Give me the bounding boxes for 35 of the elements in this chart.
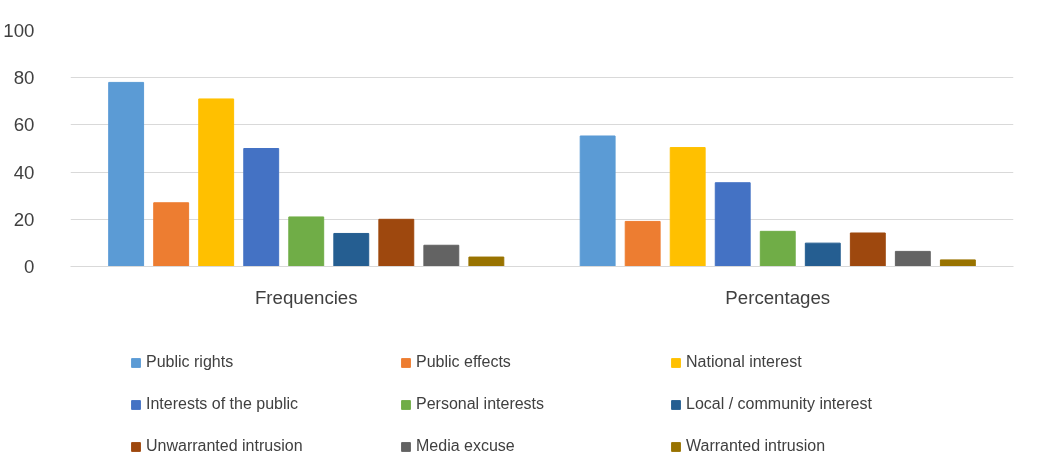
y-tick-label: 80 xyxy=(13,67,35,89)
y-tick-label: 100 xyxy=(3,20,35,41)
bar xyxy=(333,232,370,267)
legend-label: Unwarranted intrusion xyxy=(146,437,304,455)
bar xyxy=(378,218,415,267)
legend-label: Public effects xyxy=(416,353,512,371)
legend-label: Local / community interest xyxy=(686,395,873,413)
legend-label: National interest xyxy=(686,353,803,371)
legend-label: Warranted intrusion xyxy=(686,437,827,455)
bar xyxy=(759,230,796,267)
x-tick-label: Frequencies xyxy=(254,286,358,308)
legend-label: Public rights xyxy=(146,353,235,371)
y-tick-label: 40 xyxy=(13,161,35,183)
bar xyxy=(423,244,460,267)
bar xyxy=(849,232,886,267)
bar xyxy=(939,259,976,267)
bar xyxy=(714,182,751,267)
y-tick-label: 0 xyxy=(24,256,35,277)
bar xyxy=(243,148,280,267)
bar xyxy=(579,135,616,267)
bar xyxy=(108,81,145,267)
bar xyxy=(153,202,190,267)
legend-label: Interests of the public xyxy=(146,395,300,413)
bar xyxy=(669,147,706,267)
bar xyxy=(288,216,325,267)
bar xyxy=(624,220,661,267)
legend-label: Media excuse xyxy=(416,437,516,455)
y-tick-label: 60 xyxy=(13,114,35,136)
bar xyxy=(198,98,235,267)
bar xyxy=(894,250,931,267)
bar xyxy=(468,256,505,267)
y-tick-label: 20 xyxy=(13,208,35,230)
bar xyxy=(804,242,841,267)
x-tick-label: Percentages xyxy=(725,286,831,308)
legend-label: Personal interests xyxy=(416,395,546,413)
